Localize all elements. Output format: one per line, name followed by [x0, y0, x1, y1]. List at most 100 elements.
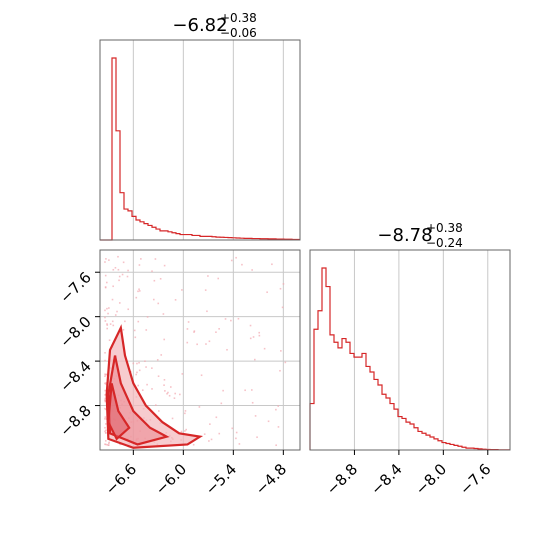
bl-scatter-point [112, 285, 114, 288]
bl-scatter-point [119, 443, 121, 446]
br-x-tick-label: −8.0 [412, 460, 450, 498]
bl-scatter-point [179, 393, 181, 396]
bl-y-tick-label: −8.8 [56, 402, 94, 440]
bl-scatter-point [235, 431, 238, 434]
bl-scatter-point [106, 324, 109, 326]
bl-scatter-point [235, 437, 237, 440]
bl-scatter-point [258, 334, 261, 337]
bl-x-tick-label: −6.6 [102, 460, 140, 498]
bl-scatter-point [121, 273, 124, 276]
bl-scatter-point [155, 404, 157, 406]
bl-scatter-point [105, 408, 107, 411]
tl-title-sup: +0.38 [220, 11, 257, 25]
bl-scatter-point [181, 289, 183, 291]
bl-scatter-point [217, 277, 220, 280]
bl-scatter-point [279, 369, 281, 372]
bl-scatter-point [279, 287, 282, 290]
bl-scatter-point [132, 362, 135, 365]
bl-scatter-point [222, 389, 224, 392]
bl-x-tick-label: −6.0 [152, 460, 190, 498]
bl-scatter-point [251, 389, 253, 391]
bl-grid [100, 250, 300, 450]
bl-scatter-point [275, 408, 277, 411]
bl-scatter-point [185, 428, 187, 431]
bl-scatter-point [104, 431, 107, 434]
bl-scatter-point [136, 371, 138, 374]
bl-scatter-point [218, 432, 221, 435]
bl-scatter-point [104, 418, 106, 420]
bl-y-tick-label: −7.6 [56, 268, 94, 306]
bl-scatter-point [167, 391, 169, 394]
bl-scatter-point [104, 316, 106, 319]
bl-scatter-point [104, 394, 106, 396]
bl-scatter-point [166, 392, 168, 395]
bl-scatter-point [153, 279, 156, 282]
bl-scatter-point [104, 351, 106, 354]
bl-scatter-point [137, 384, 139, 387]
br-axes-frame [309, 249, 511, 451]
bl-scatter-point [104, 320, 107, 322]
bl-scatter-point [198, 406, 201, 408]
bl-scatter-point [106, 307, 108, 310]
bl-scatter-point [111, 298, 114, 301]
bl-scatter-point [105, 382, 108, 384]
bl-scatter-point [192, 443, 195, 446]
bl-scatter-point [156, 359, 159, 361]
bl-scatter-point [138, 288, 140, 291]
bl-scatter-point [106, 327, 108, 330]
bl-scatter-point [162, 313, 165, 315]
bl-scatter-point [114, 266, 117, 269]
bl-scatter-point [220, 402, 223, 405]
bl-scatter-point [215, 331, 217, 333]
bl-scatter-point [151, 270, 153, 273]
bl-scatter-point [105, 423, 107, 425]
bl-scatter-point [184, 410, 187, 412]
bl-scatter-point [186, 341, 189, 344]
bl-scatter-point [104, 309, 106, 312]
bl-scatter-point [104, 443, 106, 446]
bl-axes-frame [99, 249, 301, 451]
bl-scatter-point [275, 444, 277, 447]
bl-scatter-point [218, 328, 220, 330]
bl-scatter-point [104, 426, 106, 429]
bl-scatter-point [105, 281, 108, 284]
bl-scatter-point [122, 261, 125, 264]
br-x-tick-label: −8.8 [323, 460, 361, 498]
bl-scatter-point [215, 416, 218, 419]
bl-scatter-point [104, 359, 106, 362]
bl-scatter-point [127, 269, 129, 272]
bl-scatter-point [104, 382, 106, 385]
bl-scatter-point [163, 264, 166, 267]
bl-scatter-point [263, 347, 266, 350]
bl-scatter-point [117, 268, 120, 271]
bl-scatter-point [127, 308, 130, 311]
bl-scatter-point [105, 373, 107, 376]
br-title-sup: +0.38 [426, 221, 463, 235]
bl-scatter-point [174, 299, 177, 301]
bl-scatter-point [138, 369, 141, 372]
bl-scatter-point [226, 348, 228, 351]
bl-scatter-point [124, 320, 126, 323]
bl-scatter-point [157, 375, 160, 378]
bl-scatter-point [134, 336, 137, 339]
bl-scatter-point [151, 367, 153, 369]
bl-scatter-point [267, 420, 270, 423]
bl-scatter-point [206, 310, 208, 313]
br-histogram-line [309, 267, 510, 451]
bl-scatter-point [237, 317, 240, 320]
bl-scatter-point [164, 390, 166, 392]
bottom-right-histogram-panel: −8.78 +0.38 −0.24 −8.8 −8.4 −8.0 −7.6 [309, 221, 511, 499]
bl-y-tick-label: −8.0 [56, 313, 94, 351]
br-x-tick-label: −7.6 [456, 460, 494, 498]
bl-scatter-point [235, 256, 237, 259]
bl-scatter-point [117, 255, 119, 258]
bl-scatter-point [126, 275, 129, 278]
bl-scatter-point [168, 394, 171, 397]
bl-scatter-point [277, 426, 280, 428]
bl-scatter-point [157, 302, 160, 305]
bl-scatter-point [230, 259, 233, 262]
br-title-main: −8.78 [377, 225, 432, 246]
bl-scatter-point [122, 328, 125, 331]
bl-scatter-point [137, 290, 139, 293]
bl-scatter-point [105, 383, 107, 385]
